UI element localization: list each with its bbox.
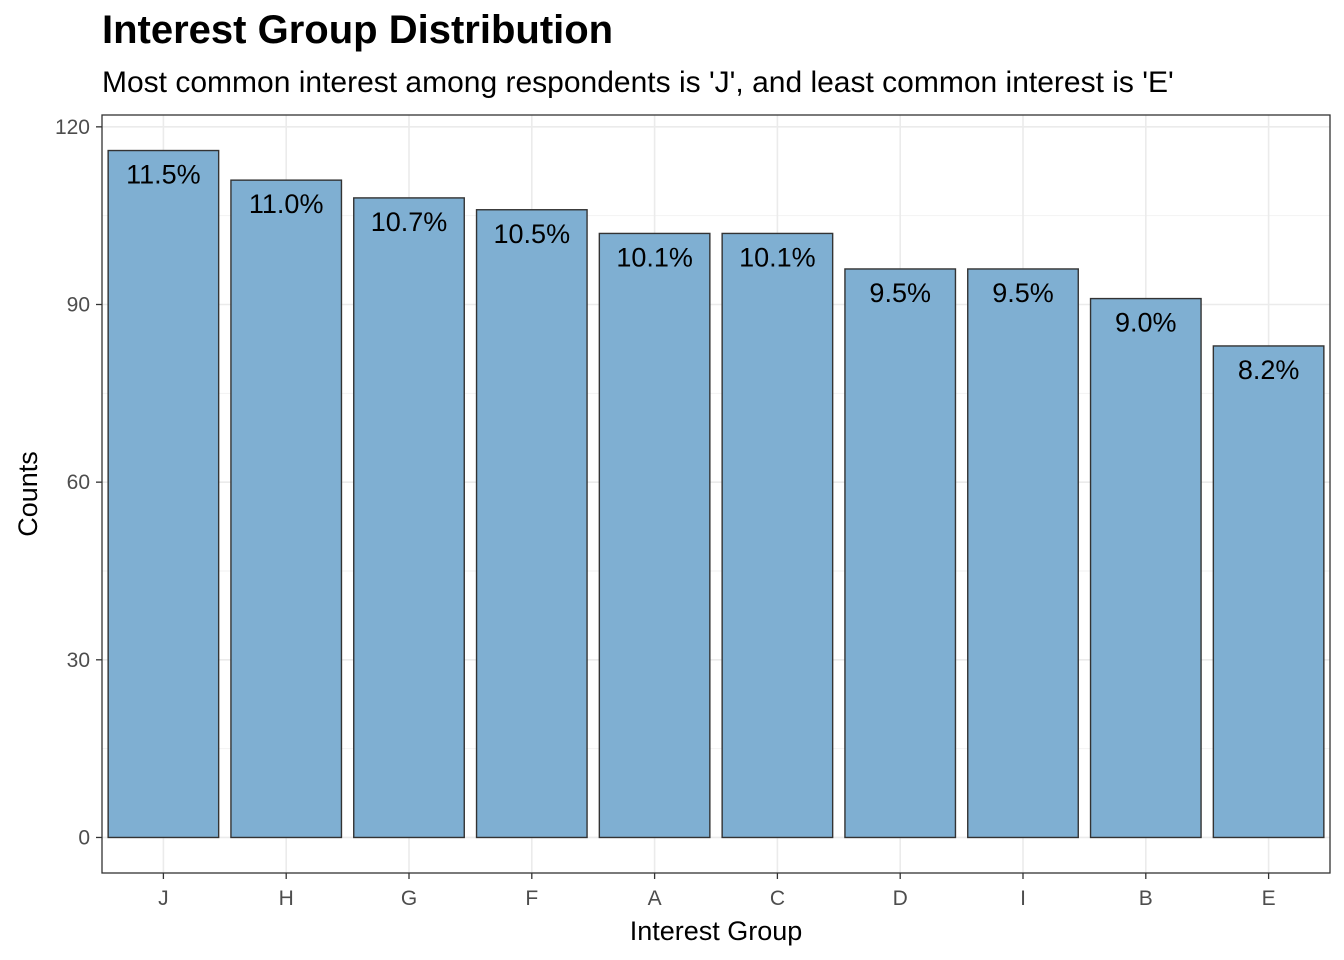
bar-H: [230, 179, 343, 839]
y-tick-label: 0: [78, 826, 90, 849]
bar-C: [721, 232, 834, 839]
x-tick-label-E: E: [1262, 887, 1276, 910]
y-tick-label: 60: [67, 471, 90, 494]
y-axis-title: Counts: [13, 451, 43, 537]
x-tick-label-B: B: [1139, 887, 1153, 910]
bar-D: [844, 268, 957, 839]
chart-subtitle: Most common interest among respondents i…: [102, 66, 1174, 99]
data-label-A: 10.1%: [616, 242, 693, 272]
x-tick-label-I: I: [1020, 887, 1026, 910]
data-labels: 11.5% 11.0% 10.7% 10.5% 10.1% 10.1% 9.5% 9.5% 9.…: [126, 160, 1299, 385]
x-tick-label-J: J: [158, 887, 169, 910]
data-label-F: 10.5%: [494, 219, 571, 249]
x-tick-label-A: A: [648, 887, 662, 910]
data-label-G: 10.7%: [371, 207, 448, 237]
bar-A: [598, 232, 711, 839]
y-axis: 0 30 60 90 120: [55, 116, 102, 849]
data-label-D: 9.5%: [869, 278, 931, 308]
data-label-C: 10.1%: [739, 242, 816, 272]
x-axis-title: Interest Group: [630, 916, 803, 946]
y-tick-label: 90: [67, 294, 90, 317]
x-tick-label-C: C: [770, 887, 785, 910]
bar-E: [1212, 345, 1325, 839]
chart-title: Interest Group Distribution: [102, 8, 614, 52]
y-tick-label: 120: [55, 116, 90, 139]
bar-G: [353, 197, 465, 839]
data-label-J: 11.5%: [126, 160, 201, 190]
data-label-H: 11.0%: [249, 189, 324, 219]
x-tick-label-F: F: [525, 887, 538, 910]
plot-panel-border: [101, 114, 1331, 874]
x-tick-label-G: G: [401, 887, 417, 910]
bar-J: [107, 149, 220, 839]
data-label-I: 9.5%: [992, 278, 1054, 308]
x-tick-label-H: H: [279, 887, 294, 910]
y-tick-label: 30: [67, 649, 90, 672]
x-tick-label-D: D: [893, 887, 908, 910]
data-label-E: 8.2%: [1238, 355, 1300, 385]
bar-F: [475, 209, 588, 839]
bar-I: [967, 268, 1079, 839]
bar-B: [1089, 297, 1202, 839]
data-label-B: 9.0%: [1115, 308, 1177, 338]
bars: [107, 149, 1325, 839]
